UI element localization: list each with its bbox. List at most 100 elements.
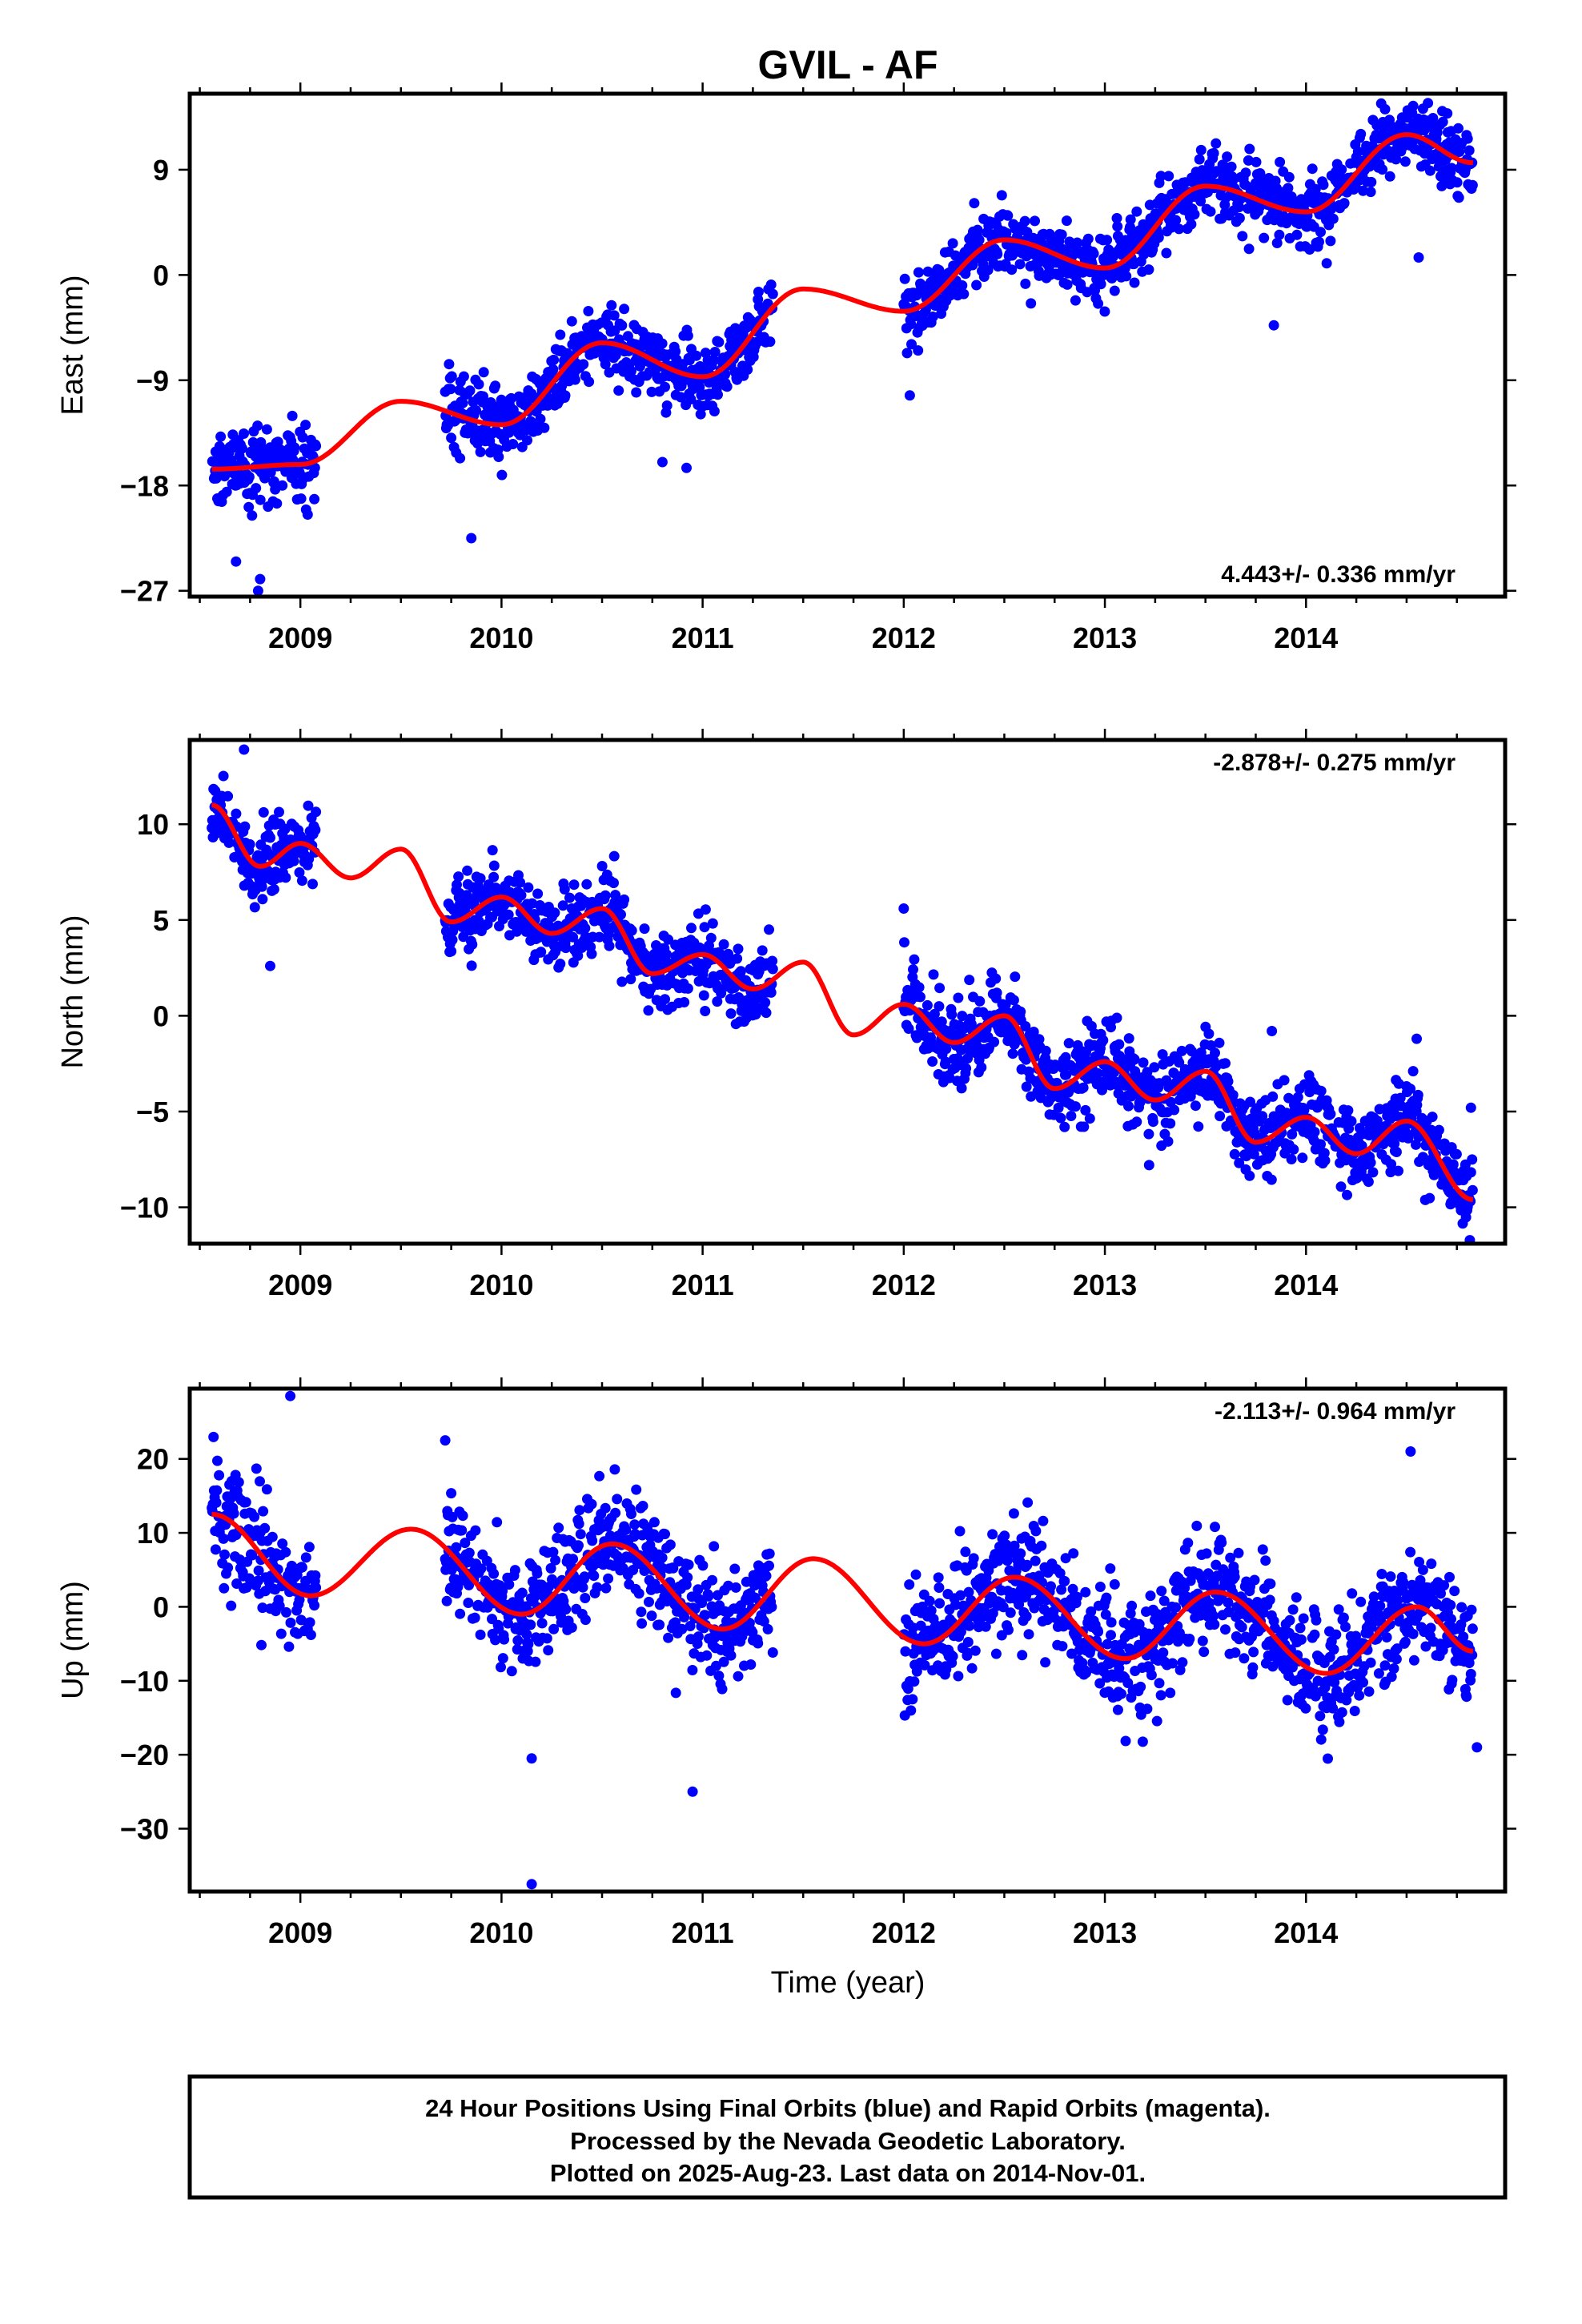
up-observation-point xyxy=(1324,1651,1335,1663)
up-observation-point xyxy=(1236,1622,1247,1633)
east-observation-point xyxy=(906,339,917,350)
east-observation-point xyxy=(1423,98,1434,109)
east-observation-point xyxy=(765,336,776,348)
up-observation-point xyxy=(219,1549,230,1560)
up-observation-point xyxy=(1444,1571,1455,1582)
east-observation-point xyxy=(1002,210,1014,221)
up-observation-point xyxy=(211,1485,223,1496)
up-observation-point xyxy=(1282,1695,1293,1706)
north-observation-point xyxy=(1403,1132,1414,1144)
up-observation-point xyxy=(532,1568,543,1579)
up-observation-point xyxy=(304,1617,315,1628)
east-x-tick-label: 2011 xyxy=(672,621,734,654)
east-outlier-point xyxy=(255,573,266,585)
north-observation-point xyxy=(1292,1092,1303,1103)
up-observation-point xyxy=(900,1646,911,1657)
up-observation-point xyxy=(1398,1577,1409,1588)
north-observation-point xyxy=(957,1011,968,1022)
up-observation-point xyxy=(693,1584,704,1595)
up-observation-point xyxy=(646,1610,657,1622)
north-observation-point xyxy=(961,1063,972,1074)
up-observation-point xyxy=(1248,1647,1259,1658)
north-observation-point xyxy=(1371,1116,1383,1127)
up-observation-point xyxy=(1155,1690,1166,1701)
up-observation-point xyxy=(1439,1580,1450,1591)
north-observation-point xyxy=(608,878,619,888)
north-observation-point xyxy=(239,821,251,832)
up-observation-point xyxy=(711,1660,721,1671)
east-y-axis-label: East (mm) xyxy=(56,275,90,415)
north-observation-point xyxy=(927,1056,938,1067)
up-observation-point xyxy=(1329,1677,1340,1688)
up-observation-point xyxy=(910,1569,921,1580)
east-observation-point xyxy=(913,345,924,356)
north-observation-point xyxy=(1346,1116,1357,1127)
up-observation-point xyxy=(682,1572,693,1583)
up-observation-point xyxy=(523,1638,534,1650)
up-observation-point xyxy=(998,1602,1009,1613)
east-y-tick-label: −9 xyxy=(136,364,169,397)
up-observation-point xyxy=(463,1598,474,1608)
north-observation-point xyxy=(928,969,939,980)
up-observation-point xyxy=(963,1586,974,1598)
north-observation-point xyxy=(1287,1128,1298,1140)
east-observation-point xyxy=(289,442,300,453)
north-observation-point xyxy=(1080,1104,1091,1116)
up-observation-point xyxy=(492,1517,503,1528)
east-observation-point xyxy=(1072,237,1082,248)
north-observation-point xyxy=(1412,1089,1423,1100)
east-observation-point xyxy=(268,476,279,487)
up-observation-point xyxy=(1156,1586,1167,1597)
north-observation-point xyxy=(1111,1012,1122,1023)
north-observation-point xyxy=(941,1043,952,1055)
east-observation-point xyxy=(713,389,723,400)
up-observation-point xyxy=(574,1505,585,1516)
north-model-curve xyxy=(210,802,1475,1202)
north-observation-point xyxy=(767,963,778,975)
north-observation-point xyxy=(903,1023,914,1034)
up-observation-point xyxy=(1312,1675,1323,1687)
north-observation-point xyxy=(1223,1076,1234,1087)
north-observation-point xyxy=(1335,1181,1347,1192)
up-observation-point xyxy=(960,1546,971,1558)
up-observation-point xyxy=(1002,1555,1013,1566)
up-observation-point xyxy=(1414,1557,1425,1567)
up-observation-point xyxy=(685,1621,696,1631)
east-observation-point xyxy=(1189,209,1200,220)
east-observation-point xyxy=(631,387,642,398)
up-observation-point xyxy=(718,1656,729,1667)
up-observation-point xyxy=(241,1582,252,1593)
north-observation-point xyxy=(532,888,544,899)
east-observation-point xyxy=(496,394,507,405)
north-observation-point xyxy=(1210,1047,1220,1059)
up-observation-point xyxy=(917,1601,928,1612)
up-observation-point xyxy=(277,1538,288,1550)
up-observation-point xyxy=(1209,1619,1220,1630)
up-observation-point xyxy=(1220,1624,1231,1635)
east-observation-point xyxy=(1391,154,1402,165)
up-observation-point xyxy=(764,1560,774,1571)
north-observation-point xyxy=(604,940,615,951)
east-observation-point xyxy=(1315,227,1326,238)
east-observation-point xyxy=(974,235,985,246)
east-observation-point xyxy=(309,493,320,505)
up-observation-point xyxy=(747,1626,758,1638)
up-observation-point xyxy=(1375,1600,1386,1611)
up-observation-point xyxy=(1408,1655,1419,1666)
north-observation-point xyxy=(1427,1112,1438,1123)
north-observation-point xyxy=(581,879,592,890)
up-observation-point xyxy=(1014,1599,1025,1610)
east-observation-point xyxy=(1304,244,1315,255)
east-observation-point xyxy=(1082,233,1094,244)
north-observation-point xyxy=(1386,1159,1397,1170)
north-observation-point xyxy=(1114,1039,1125,1050)
up-observation-point xyxy=(766,1602,777,1613)
chart-title: GVIL - AF xyxy=(758,42,938,87)
north-observation-point xyxy=(446,946,457,957)
up-observation-point xyxy=(637,1501,648,1511)
up-observation-point xyxy=(1135,1681,1146,1692)
east-observation-point xyxy=(695,408,706,420)
north-observation-point xyxy=(976,1062,987,1073)
up-observation-point xyxy=(753,1638,764,1649)
north-observation-point xyxy=(1424,1192,1435,1204)
